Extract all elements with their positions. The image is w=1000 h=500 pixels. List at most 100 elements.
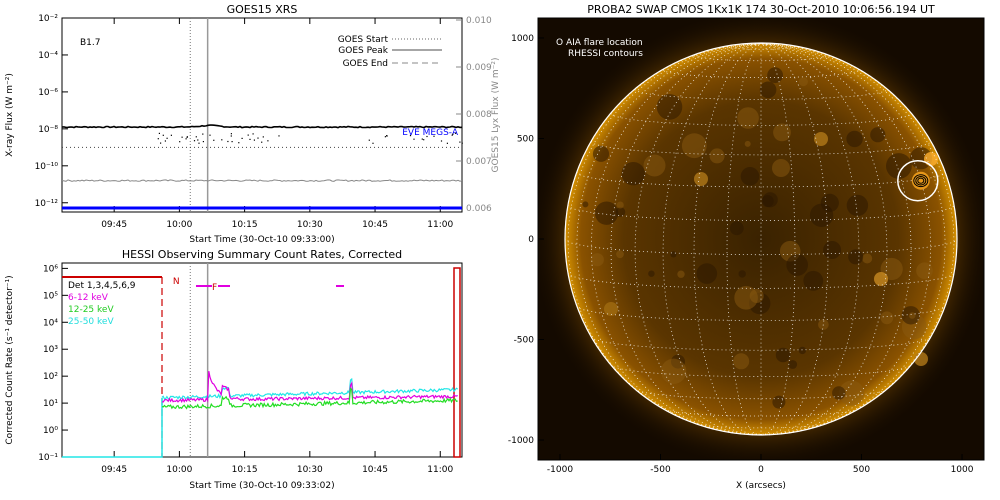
sun-feature (582, 201, 589, 208)
hessi-series-6-12 (161, 370, 458, 404)
hessi-y-tick-label: 10⁵ (43, 291, 58, 301)
hessi-plot-frame (61, 262, 463, 458)
grid-latitude (662, 408, 860, 417)
sun-feature (773, 123, 791, 142)
hessi-legend-25-50: 25-50 keV (68, 317, 114, 327)
grid-latitude (590, 336, 932, 351)
grid-longitude (576, 43, 762, 435)
goes-scatter-point (253, 139, 255, 141)
sun-feature (823, 241, 842, 259)
goes-scatter-point (384, 136, 386, 138)
swap-x-label: X (arcsecs) (736, 481, 786, 491)
hessi-y-label: Corrected Count Rate (s⁻¹ detector⁻¹) (5, 275, 15, 444)
hessi-x-tick-label: 10:45 (362, 465, 388, 475)
hessi-y-tick-label: 10¹ (43, 399, 58, 409)
goes-y-tick-label: 10⁻¹² (35, 199, 59, 209)
goes-scatter-point (186, 136, 188, 138)
aia-flare-circle (897, 159, 939, 202)
goes-scatter-point (433, 135, 435, 137)
hessi-series-12-25 (161, 387, 458, 410)
sun-bright-region (874, 272, 888, 286)
goes-scatter-point (413, 138, 415, 140)
goes-scatter-points (157, 132, 463, 144)
sun-feature (767, 67, 783, 84)
sun-feature (729, 221, 744, 236)
goes-scatter-point (164, 140, 166, 142)
goes-scatter-point (409, 135, 412, 137)
sun-feature (786, 254, 808, 276)
hessi-panel: HESSI Observing Summary Count Rates, Cor… (5, 248, 463, 491)
grid-latitude (634, 89, 888, 100)
sun-feature (818, 319, 829, 330)
sun-feature (744, 140, 751, 147)
swap-y-tick-label: -500 (514, 336, 535, 346)
goes-eve-label: EVE MEGS-A (402, 128, 459, 138)
sun-feature (862, 253, 873, 264)
goes-scatter-point (267, 140, 269, 142)
hessi-x-tick-label: 09:45 (101, 465, 127, 475)
goes-y-axis-left: 10⁻² 10⁻⁴ 10⁻⁶ 10⁻⁸ 10⁻¹⁰ 10⁻¹² (35, 14, 68, 209)
sun-feature (733, 353, 750, 370)
goes-scatter-point (455, 132, 457, 134)
sun-feature (656, 94, 683, 120)
goes-scatter-point (426, 135, 428, 138)
goes-y-tick-label-right: 0.007 (466, 157, 492, 167)
goes-x-label: Start Time (30-Oct-10 09:33:00) (189, 235, 334, 245)
sun-feature (590, 253, 604, 267)
goes-y-label-left: X-ray Flux (W m⁻²) (5, 73, 15, 157)
hessi-x-axis: 09:45 10:00 10:15 10:30 10:45 11:00 (101, 451, 454, 475)
sun-feature (643, 154, 666, 177)
sun-feature (803, 270, 824, 291)
swap-x-tick-label: 0 (758, 465, 764, 475)
sun-feature (738, 270, 746, 278)
grid-latitude (590, 141, 932, 156)
swap-image (538, 18, 984, 460)
swap-x-tick-label: 500 (853, 465, 870, 475)
sun-feature (846, 194, 869, 217)
goes-scatter-point (230, 133, 232, 135)
goes-scatter-point (368, 139, 370, 141)
hessi-pre-data-line (62, 397, 163, 458)
goes-scatter-point (451, 134, 453, 136)
goes-title: GOES15 XRS (227, 3, 298, 16)
goes-scatter-point (421, 138, 423, 140)
goes-y-tick-label: 10⁻¹⁰ (35, 162, 59, 172)
sun-bright-region (814, 132, 828, 146)
rhessi-contours (911, 171, 930, 190)
swap-y-tick-label: 0 (528, 235, 534, 245)
sun-feature (759, 81, 777, 99)
goes-y-axis-right: 0.010 0.009 0.008 0.007 0.006 (456, 16, 492, 214)
goes-panel: GOES15 XRS 09:45 10:00 10:15 10:30 10:45 11:0… (5, 3, 501, 245)
goes-scatter-point (452, 133, 454, 135)
goes-y-tick-label-right: 0.010 (466, 16, 492, 26)
sun-feature (880, 311, 894, 325)
goes-scatter-point (198, 142, 200, 144)
sun-feature (648, 270, 655, 277)
goes-scatter-point (227, 140, 229, 143)
solar-limb-circle (564, 42, 958, 436)
hessi-legend-det: Det 1,3,4,5,6,9 (68, 281, 136, 291)
goes-scatter-point (262, 136, 264, 138)
sun-feature (737, 107, 759, 129)
hessi-legend-12-25: 12-25 keV (68, 305, 114, 315)
goes-short-series (61, 179, 463, 182)
rhessi-contour (917, 177, 925, 184)
goes-y-tick-label-right: 0.006 (466, 204, 492, 214)
hessi-y-tick-label: 10³ (43, 345, 58, 355)
goes-scatter-point (230, 135, 232, 137)
goes-scatter-point (193, 140, 196, 142)
goes-scatter-point (386, 135, 388, 137)
grid-latitude (564, 238, 958, 256)
hessi-x-tick-label: 10:00 (166, 465, 192, 475)
goes-x-tick-label: 09:45 (101, 220, 127, 230)
sun-feature (916, 262, 933, 280)
swap-x-tick-label: 1000 (951, 465, 974, 475)
hessi-y-axis: 10⁶ 10⁵ 10⁴ 10³ 10² 10¹ 10⁰ 10⁻¹ (38, 264, 68, 463)
sun-feature (908, 312, 916, 319)
sun-feature (870, 127, 886, 143)
sun-feature (696, 263, 718, 284)
sun-feature (848, 249, 864, 265)
hessi-x-tick-label: 10:15 (232, 465, 258, 475)
sun-feature (709, 148, 725, 164)
